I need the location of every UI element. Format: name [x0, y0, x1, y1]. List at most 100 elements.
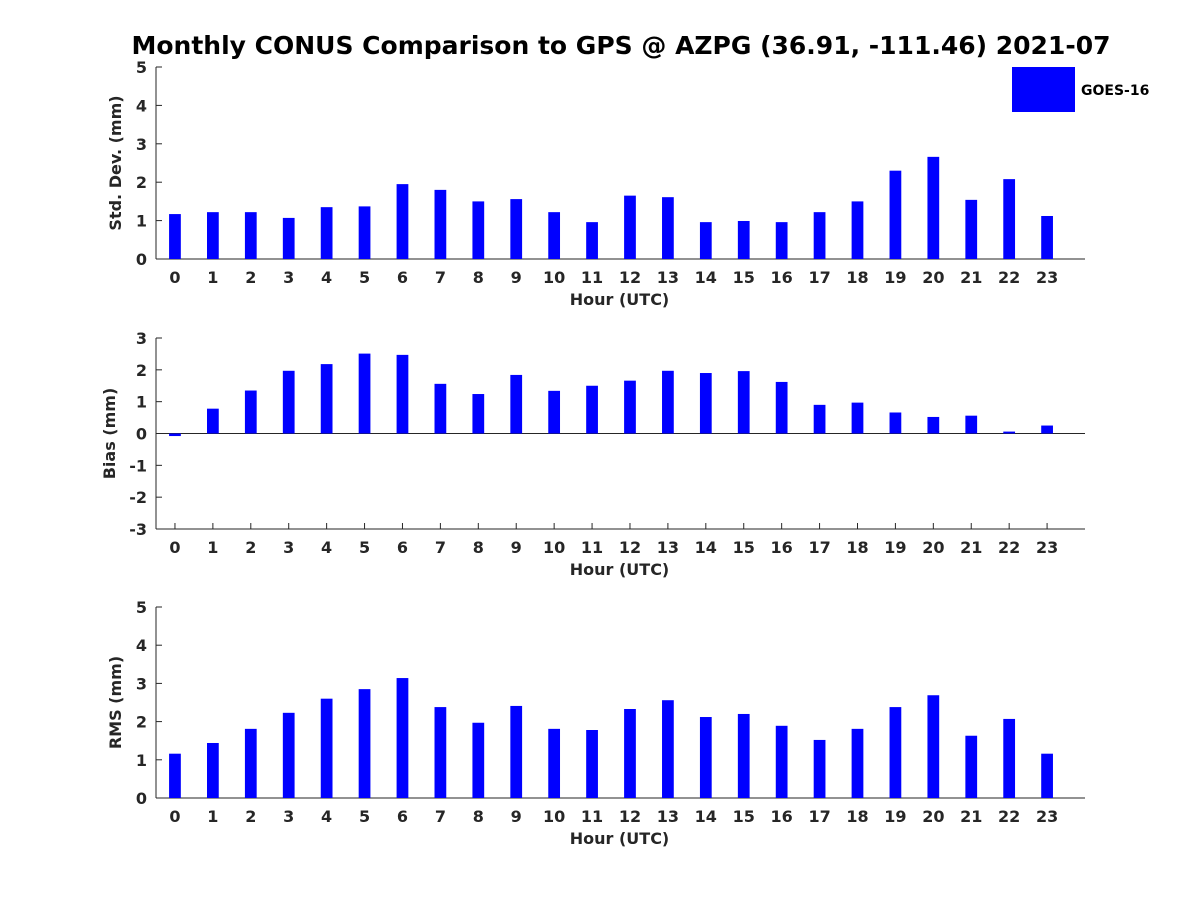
x-tick-label: 2 — [245, 538, 256, 557]
x-tick-label: 5 — [359, 538, 370, 557]
bar-hour-9 — [510, 705, 523, 798]
x-tick-label: 18 — [846, 268, 868, 287]
bar-hour-22 — [1003, 431, 1016, 434]
bar-hour-21 — [965, 735, 978, 798]
bar-hour-6 — [396, 184, 409, 259]
x-tick-label: 14 — [695, 268, 717, 287]
bar-hour-10 — [548, 212, 561, 259]
x-tick-label: 2 — [245, 268, 256, 287]
bar-hour-20 — [927, 156, 940, 259]
bar-hour-12 — [624, 195, 636, 259]
x-tick-label: 16 — [771, 807, 793, 826]
bar-hour-7 — [434, 707, 447, 798]
x-tick-label: 13 — [657, 538, 679, 557]
x-tick-label: 9 — [511, 538, 522, 557]
x-tick-label: 6 — [397, 807, 408, 826]
bar-hour-1 — [207, 408, 219, 434]
bar-hour-2 — [244, 728, 257, 798]
bar-hour-16 — [775, 725, 788, 798]
x-tick-label: 6 — [397, 268, 408, 287]
x-tick-label: 20 — [922, 268, 944, 287]
bar-hour-2 — [244, 212, 257, 259]
bar-hour-19 — [889, 707, 902, 798]
x-tick-label: 1 — [207, 807, 218, 826]
y-tick-label: 5 — [136, 58, 147, 77]
x-tick-label: 19 — [884, 538, 906, 557]
bar-hour-10 — [548, 390, 561, 434]
x-tick-label: 1 — [207, 538, 218, 557]
x-tick-label: 0 — [169, 268, 180, 287]
y-tick-label: 1 — [136, 212, 147, 231]
bar-hour-14 — [699, 373, 712, 434]
x-tick-label: 12 — [619, 538, 641, 557]
x-axis-label: Hour (UTC) — [570, 560, 670, 579]
y-tick-label: 3 — [136, 135, 147, 154]
figure-title: Monthly CONUS Comparison to GPS @ AZPG (… — [131, 31, 1110, 60]
bar-hour-9 — [510, 199, 523, 259]
y-axis-label: Std. Dev. (mm) — [106, 95, 125, 230]
bar-hour-3 — [282, 712, 295, 798]
x-tick-label: 4 — [321, 807, 332, 826]
x-tick-label: 14 — [695, 538, 717, 557]
y-tick-label: -1 — [129, 456, 147, 475]
bar-hour-0 — [169, 753, 181, 798]
x-tick-label: 8 — [473, 268, 484, 287]
x-tick-label: 22 — [998, 538, 1020, 557]
bar-hour-16 — [775, 222, 788, 259]
y-tick-label: 4 — [136, 636, 147, 655]
x-tick-label: 5 — [359, 268, 370, 287]
y-tick-label: 0 — [136, 789, 147, 808]
x-tick-label: 20 — [922, 538, 944, 557]
legend-label: GOES-16 — [1081, 83, 1149, 99]
bar-hour-13 — [662, 197, 674, 259]
bar-hour-8 — [472, 201, 485, 259]
bar-hour-17 — [813, 212, 826, 259]
bar-hour-11 — [586, 222, 598, 259]
x-tick-label: 8 — [473, 538, 484, 557]
bar-hour-16 — [775, 381, 788, 434]
x-tick-label: 15 — [733, 538, 755, 557]
x-tick-label: 22 — [998, 807, 1020, 826]
x-tick-label: 12 — [619, 268, 641, 287]
x-tick-label: 21 — [960, 538, 982, 557]
x-tick-label: 12 — [619, 807, 641, 826]
bar-hour-23 — [1041, 425, 1053, 434]
y-tick-label: 0 — [136, 250, 147, 269]
bar-hour-7 — [434, 383, 447, 434]
bar-hour-22 — [1003, 718, 1016, 798]
bar-hour-14 — [699, 717, 712, 798]
bar-hour-23 — [1041, 753, 1053, 798]
bar-hour-20 — [927, 695, 940, 798]
y-tick-label: 3 — [136, 329, 147, 348]
x-tick-label: 18 — [846, 807, 868, 826]
x-tick-label: 23 — [1036, 268, 1058, 287]
x-tick-label: 6 — [397, 538, 408, 557]
x-tick-label: 17 — [808, 538, 830, 557]
y-tick-label: -2 — [129, 488, 147, 507]
x-tick-label: 8 — [473, 807, 484, 826]
x-tick-label: 7 — [435, 538, 446, 557]
bar-hour-19 — [889, 170, 902, 259]
x-tick-label: 7 — [435, 268, 446, 287]
bar-hour-13 — [662, 370, 674, 434]
x-tick-label: 22 — [998, 268, 1020, 287]
x-tick-label: 9 — [511, 268, 522, 287]
x-tick-label: 11 — [581, 538, 603, 557]
bar-hour-18 — [851, 728, 864, 798]
bar-hour-10 — [548, 728, 561, 798]
x-tick-label: 16 — [771, 538, 793, 557]
x-tick-label: 3 — [283, 807, 294, 826]
y-tick-label: 4 — [136, 96, 147, 115]
bar-hour-14 — [699, 222, 712, 259]
x-tick-label: 23 — [1036, 538, 1058, 557]
bar-hour-1 — [207, 212, 219, 259]
x-tick-label: 20 — [922, 807, 944, 826]
bar-hour-1 — [207, 742, 219, 798]
bar-hour-19 — [889, 412, 902, 434]
bar-hour-8 — [472, 394, 485, 434]
